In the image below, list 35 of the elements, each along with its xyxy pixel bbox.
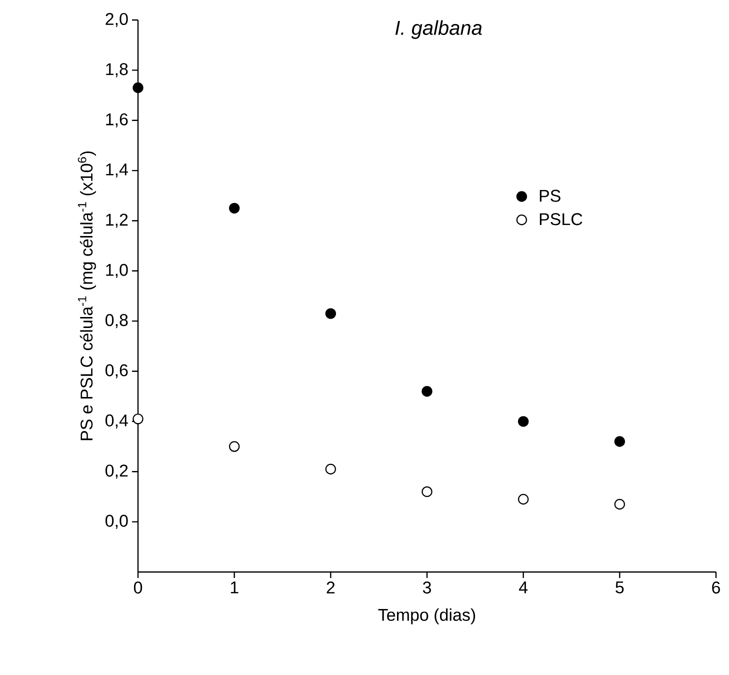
- point: [228, 441, 240, 452]
- y-tick-label: 0,0: [106, 514, 128, 529]
- point: [325, 308, 336, 319]
- point: [228, 202, 240, 214]
- x-tick-label: 6: [712, 582, 720, 594]
- y-axis-title: PS e PSLC célula$^{-1}$ (mg célula$^{-1}$ (x10$^{6}$): [78, 152, 96, 440]
- point: [614, 436, 626, 447]
- legend-label: PSLC: [540, 213, 582, 226]
- chart-title: I. galbana: [395, 20, 482, 39]
- y-tick-label: 1,8: [106, 63, 128, 78]
- point: [518, 416, 529, 427]
- y-tick-label: 0,4: [106, 414, 128, 428]
- x-tick-label: 2: [326, 582, 335, 594]
- y-tick-label: 1,2: [106, 214, 128, 228]
- x-tick-label: 3: [422, 582, 431, 594]
- y-tick-label: 1,4: [106, 164, 128, 178]
- y-tick-label: 0,2: [106, 464, 128, 479]
- x-tick-label: 1: [230, 582, 238, 594]
- point: [422, 486, 432, 498]
- point: [132, 414, 144, 424]
- y-tick-label: 0,8: [106, 314, 128, 328]
- legend-label: PS: [540, 190, 560, 202]
- point: [132, 82, 144, 94]
- y-tick-label: 1,0: [106, 264, 128, 278]
- x-tick-label: 0: [134, 582, 142, 594]
- y-tick-label: 0,6: [106, 364, 128, 378]
- x-axis-title: Tempo (dias): [378, 608, 476, 624]
- x-tick-label: 5: [616, 582, 624, 594]
- x-tick-label: 4: [519, 582, 528, 594]
- point: [422, 386, 432, 397]
- point: [518, 494, 529, 505]
- y-tick-label: 2,0: [106, 12, 128, 28]
- y-tick-label: 1,6: [106, 113, 128, 128]
- point: [614, 498, 626, 510]
- point: [325, 464, 336, 474]
